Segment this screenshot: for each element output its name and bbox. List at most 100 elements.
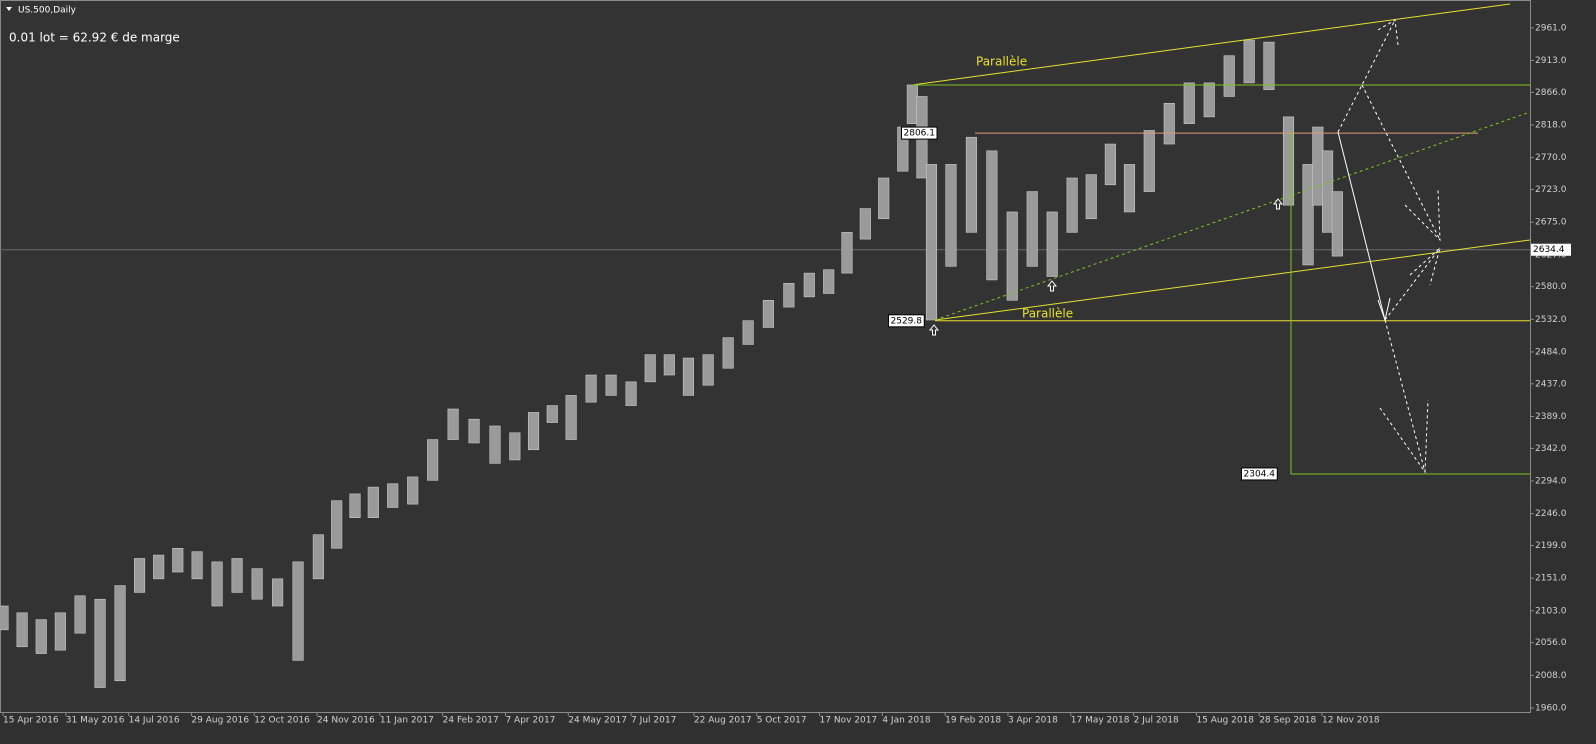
price-bar bbox=[74, 595, 86, 634]
y-tick-label: 2342.0 bbox=[1535, 444, 1567, 454]
price-bar bbox=[1263, 41, 1275, 90]
price-bar bbox=[722, 337, 734, 369]
price-bar bbox=[663, 354, 675, 376]
x-tick-label: 7 Apr 2017 bbox=[505, 716, 555, 726]
price-bar bbox=[1143, 130, 1155, 192]
price-bar bbox=[1322, 150, 1334, 233]
x-tick-label: 4 Jan 2018 bbox=[882, 716, 930, 726]
price-bar bbox=[803, 272, 815, 298]
overlay: 2961.0 2913.0 2866.0 2818.0 2770.0 2723.0 2675… bbox=[3, 23, 1571, 726]
price-bar bbox=[172, 547, 184, 573]
x-tick-label: 17 Nov 2017 bbox=[820, 716, 878, 726]
price-bar bbox=[94, 598, 106, 688]
x-tick-label: 22 Aug 2017 bbox=[694, 716, 752, 726]
price-bar bbox=[986, 150, 998, 281]
price-bar bbox=[211, 561, 223, 607]
y-tick-label: 2913.0 bbox=[1535, 56, 1567, 66]
price-bar bbox=[945, 164, 957, 267]
drawings bbox=[911, 3, 1531, 474]
plot-area bbox=[0, 0, 1531, 713]
price-bar bbox=[349, 493, 361, 518]
level-label: 2304.4 bbox=[1244, 469, 1276, 479]
x-tick-label: 29 Aug 2016 bbox=[191, 716, 249, 726]
trend-line bbox=[911, 3, 1511, 86]
x-tick-label: 14 Jul 2016 bbox=[129, 716, 180, 726]
x-tick-label: 17 May 2018 bbox=[1071, 716, 1130, 726]
x-tick-label: 7 Jul 2017 bbox=[631, 716, 676, 726]
current-price-label: 2634.4 bbox=[1533, 245, 1565, 255]
price-bar bbox=[1282, 116, 1295, 206]
price-bar bbox=[823, 269, 835, 294]
price-bar bbox=[762, 299, 774, 328]
y-tick-label: 2818.0 bbox=[1535, 121, 1567, 131]
price-bar bbox=[54, 612, 66, 651]
symbol-title: US.500,Daily bbox=[18, 6, 77, 16]
y-tick-label: 2675.0 bbox=[1535, 218, 1567, 228]
price-bar bbox=[331, 500, 343, 549]
price-bar bbox=[1183, 82, 1195, 124]
y-tick-label: 2532.0 bbox=[1535, 315, 1567, 325]
x-tick-label: 19 Feb 2018 bbox=[945, 716, 1001, 726]
price-bar bbox=[231, 558, 243, 593]
price-bar bbox=[272, 578, 284, 607]
y-tick-label: 2056.0 bbox=[1535, 638, 1567, 648]
y-tick-label: 2246.0 bbox=[1535, 509, 1567, 519]
price-bar bbox=[1312, 126, 1324, 206]
price-bar bbox=[489, 425, 501, 464]
price-bar bbox=[965, 136, 977, 233]
y-tick-label: 2484.0 bbox=[1535, 347, 1567, 357]
price-bar bbox=[783, 283, 795, 308]
current-price-box bbox=[1531, 243, 1571, 256]
level-label-box bbox=[901, 126, 938, 140]
margin-info: 0.01 lot = 62.92 € de marge bbox=[9, 31, 180, 45]
level-label: 2806.1 bbox=[904, 129, 936, 139]
price-bar bbox=[702, 354, 714, 386]
x-tick-label: 12 Oct 2016 bbox=[254, 716, 310, 726]
price-bar bbox=[1302, 164, 1314, 266]
y-tick-label: 2580.0 bbox=[1535, 282, 1567, 292]
x-tick-label: 12 Nov 2018 bbox=[1322, 716, 1380, 726]
price-bar bbox=[427, 439, 439, 481]
price-bar bbox=[546, 405, 558, 423]
price-bar bbox=[682, 357, 694, 396]
level-label-box bbox=[1241, 467, 1278, 481]
projection-arrows bbox=[1337, 19, 1441, 474]
x-tick-label: 2 Jul 2018 bbox=[1134, 716, 1179, 726]
price-bar bbox=[133, 558, 146, 593]
price-bar bbox=[367, 486, 379, 518]
price-bar bbox=[114, 585, 126, 682]
price-bar bbox=[644, 354, 656, 383]
plot bbox=[0, 27, 1534, 716]
price-bar bbox=[447, 408, 459, 440]
price-bar bbox=[605, 374, 617, 396]
y-tick-label: 2008.0 bbox=[1535, 671, 1567, 681]
price-bar bbox=[565, 395, 577, 440]
price-bar bbox=[527, 412, 540, 451]
price-bar bbox=[1046, 211, 1058, 277]
y-tick-label: 1960.0 bbox=[1535, 703, 1567, 713]
price-bar bbox=[1066, 177, 1078, 233]
x-tick-label: 5 Oct 2017 bbox=[757, 716, 807, 726]
price-bar bbox=[585, 374, 597, 403]
annotation: Parallèle bbox=[976, 55, 1027, 69]
price-bar bbox=[312, 534, 324, 580]
menu-triangle bbox=[6, 7, 12, 11]
price-bar bbox=[1163, 102, 1175, 145]
price-bar bbox=[1123, 164, 1136, 213]
level-label-box bbox=[888, 314, 925, 328]
price-bar bbox=[0, 605, 9, 631]
price-bar bbox=[35, 619, 47, 654]
y-tick-label: 2437.0 bbox=[1535, 379, 1567, 389]
price-bar bbox=[1203, 82, 1215, 118]
x-tick-label: 3 Apr 2018 bbox=[1008, 716, 1058, 726]
price-bar bbox=[906, 84, 918, 124]
price-bar bbox=[1104, 143, 1116, 186]
annotation: Parallèle bbox=[1022, 307, 1073, 321]
x-tick-label: 24 Nov 2016 bbox=[317, 716, 375, 726]
x-tick-label: 24 May 2017 bbox=[568, 716, 627, 726]
x-tick-label: 15 Aug 2018 bbox=[1196, 716, 1254, 726]
price-bar bbox=[1026, 191, 1038, 267]
price-bar bbox=[859, 208, 871, 240]
x-tick-label: 11 Jan 2017 bbox=[380, 716, 434, 726]
